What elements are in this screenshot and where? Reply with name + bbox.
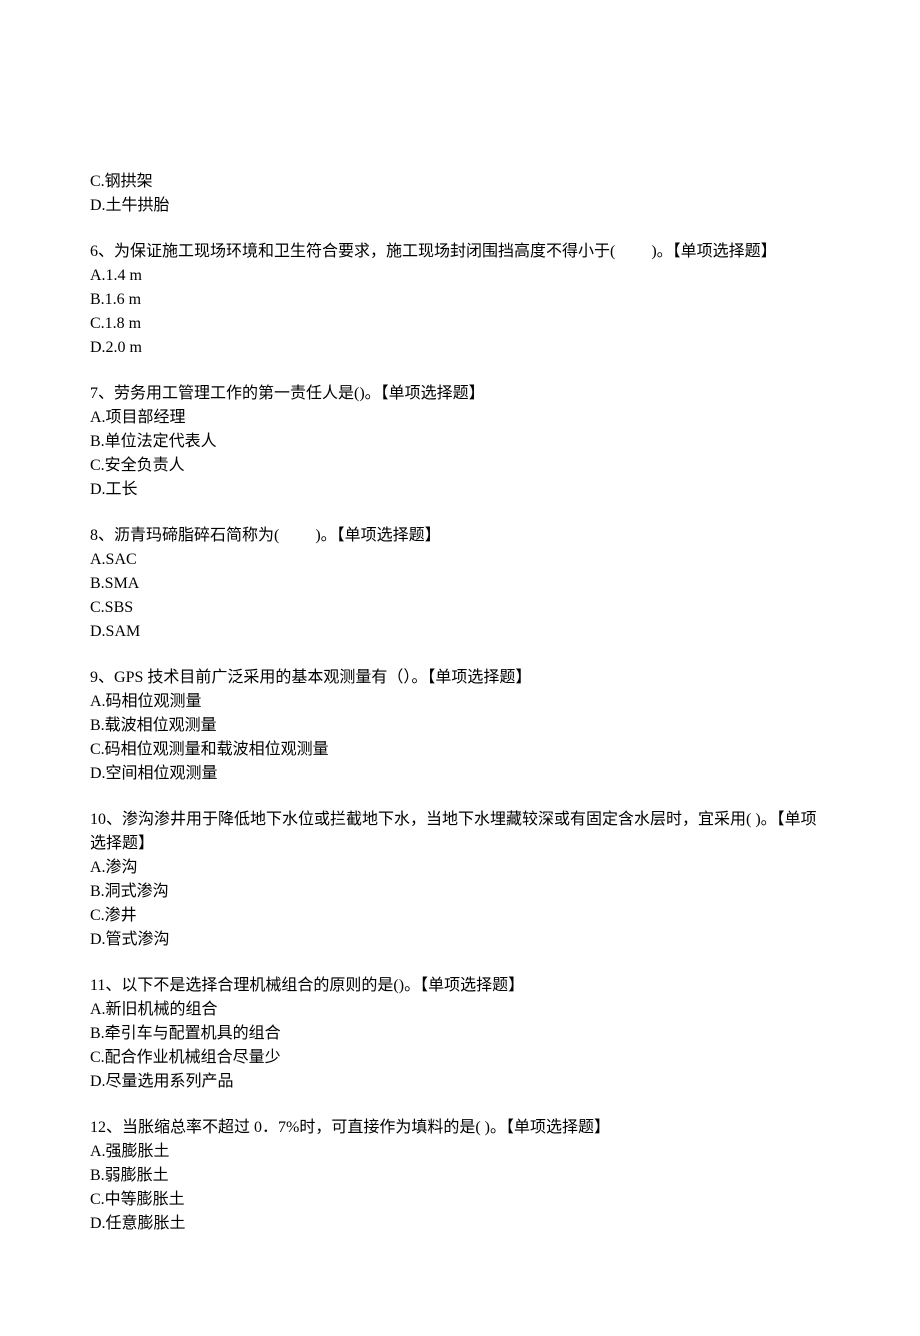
question-text: 12、当胀缩总率不超过 0．7%时，可直接作为填料的是( )。【单项选择题】 xyxy=(90,1116,830,1140)
option-item: B.牵引车与配置机具的组合 xyxy=(90,1022,830,1046)
option-item: C.钢拱架 xyxy=(90,170,830,194)
option-item: C.SBS xyxy=(90,596,830,620)
option-item: B.单位法定代表人 xyxy=(90,430,830,454)
option-item: A.渗沟 xyxy=(90,856,830,880)
question-text: 11、以下不是选择合理机械组合的原则的是()。【单项选择题】 xyxy=(90,974,830,998)
option-item: B.载波相位观测量 xyxy=(90,714,830,738)
question-block: 8、沥青玛碲脂碎石简称为( )。【单项选择题】 A.SAC B.SMA C.SB… xyxy=(90,524,830,644)
option-item: D.尽量选用系列产品 xyxy=(90,1070,830,1094)
question-block: 9、GPS 技术目前广泛采用的基本观测量有（）。【单项选择题】 A.码相位观测量… xyxy=(90,666,830,786)
option-item: A.SAC xyxy=(90,548,830,572)
option-item: B.洞式渗沟 xyxy=(90,880,830,904)
option-item: D.SAM xyxy=(90,620,830,644)
document-body: C.钢拱架 D.土牛拱胎 6、为保证施工现场环境和卫生符合要求，施工现场封闭围挡… xyxy=(90,170,830,1236)
option-item: D.空间相位观测量 xyxy=(90,762,830,786)
option-item: C.中等膨胀土 xyxy=(90,1188,830,1212)
option-item: D.工长 xyxy=(90,478,830,502)
question-text: 7、劳务用工管理工作的第一责任人是()。【单项选择题】 xyxy=(90,382,830,406)
question-block: 6、为保证施工现场环境和卫生符合要求，施工现场封闭围挡高度不得小于( )。【单项… xyxy=(90,240,830,360)
question-block: 12、当胀缩总率不超过 0．7%时，可直接作为填料的是( )。【单项选择题】 A… xyxy=(90,1116,830,1236)
option-item: A.强膨胀土 xyxy=(90,1140,830,1164)
option-item: B.SMA xyxy=(90,572,830,596)
question-text: 6、为保证施工现场环境和卫生符合要求，施工现场封闭围挡高度不得小于( )。【单项… xyxy=(90,240,830,264)
option-item: D.任意膨胀土 xyxy=(90,1212,830,1236)
option-item: D.管式渗沟 xyxy=(90,928,830,952)
option-item: C.安全负责人 xyxy=(90,454,830,478)
question-text: 9、GPS 技术目前广泛采用的基本观测量有（）。【单项选择题】 xyxy=(90,666,830,690)
question-block: 10、渗沟渗井用于降低地下水位或拦截地下水，当地下水埋藏较深或有固定含水层时，宜… xyxy=(90,808,830,952)
question-text: 8、沥青玛碲脂碎石简称为( )。【单项选择题】 xyxy=(90,524,830,548)
option-item: B.弱膨胀土 xyxy=(90,1164,830,1188)
option-item: D.2.0 m xyxy=(90,336,830,360)
option-item: A.新旧机械的组合 xyxy=(90,998,830,1022)
option-item: A.项目部经理 xyxy=(90,406,830,430)
option-item: C.1.8 m xyxy=(90,312,830,336)
option-item: C.配合作业机械组合尽量少 xyxy=(90,1046,830,1070)
orphan-options-block: C.钢拱架 D.土牛拱胎 xyxy=(90,170,830,218)
question-text: 10、渗沟渗井用于降低地下水位或拦截地下水，当地下水埋藏较深或有固定含水层时，宜… xyxy=(90,808,830,856)
question-block: 7、劳务用工管理工作的第一责任人是()。【单项选择题】 A.项目部经理 B.单位… xyxy=(90,382,830,502)
option-item: C.码相位观测量和载波相位观测量 xyxy=(90,738,830,762)
option-item: B.1.6 m xyxy=(90,288,830,312)
question-block: 11、以下不是选择合理机械组合的原则的是()。【单项选择题】 A.新旧机械的组合… xyxy=(90,974,830,1094)
option-item: A.1.4 m xyxy=(90,264,830,288)
option-item: C.渗井 xyxy=(90,904,830,928)
option-item: A.码相位观测量 xyxy=(90,690,830,714)
option-item: D.土牛拱胎 xyxy=(90,194,830,218)
